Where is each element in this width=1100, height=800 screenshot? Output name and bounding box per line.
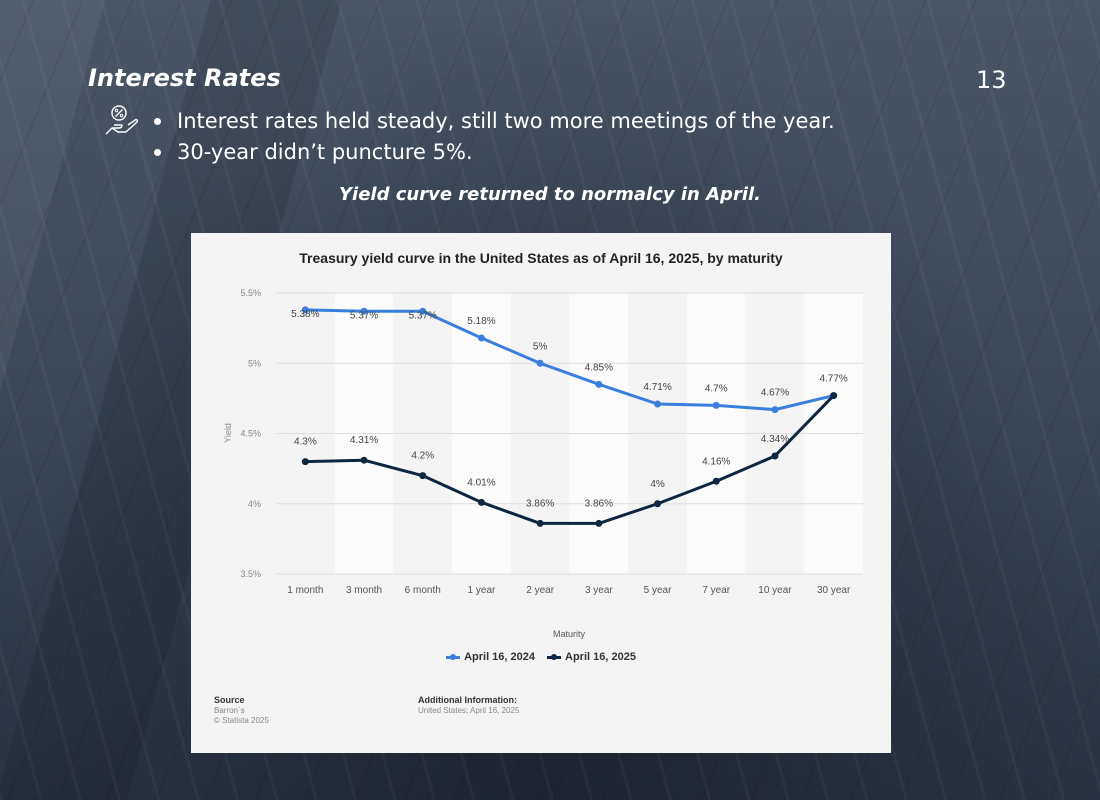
additional-info-line: United States; April 16, 2025 [418, 706, 520, 715]
series-line-1 [305, 394, 835, 525]
y-tick-label: 5.5% [240, 288, 261, 298]
data-point [712, 401, 720, 409]
source-footnote: Source Barron`s © Statista 2025 [214, 695, 269, 726]
data-point [360, 307, 368, 315]
x-tick-label: 5 year [644, 585, 672, 596]
source-line: Barron`s [214, 706, 245, 715]
data-point [360, 456, 368, 464]
source-heading: Source [214, 695, 245, 705]
additional-info-heading: Additional Information: [418, 695, 517, 705]
legend-label: April 16, 2025 [565, 651, 636, 663]
data-label: 4.7% [705, 383, 728, 394]
data-label: 4.77% [819, 374, 847, 385]
x-tick-label: 1 month [287, 585, 323, 596]
x-tick-label: 6 month [405, 585, 441, 596]
x-tick-label: 1 year [468, 585, 496, 596]
data-point [712, 477, 720, 485]
x-tick-label: 2 year [526, 585, 554, 596]
bullet-text: Interest rates held steady, still two mo… [177, 109, 835, 133]
x-tick-label: 30 year [817, 585, 851, 596]
additional-info-footnote: Additional Information: United States; A… [418, 695, 519, 716]
data-label: 4.16% [702, 456, 730, 467]
data-label: 5% [533, 341, 548, 352]
x-tick-label: 7 year [702, 585, 730, 596]
data-point [536, 359, 544, 367]
data-point [536, 519, 544, 527]
bullet-dot [154, 149, 161, 156]
data-point [419, 307, 427, 315]
y-tick-label: 4.5% [240, 429, 261, 439]
data-label: 3.86% [526, 498, 554, 509]
slide-title: Interest Rates [88, 64, 281, 92]
bullet-list: Interest rates held steady, still two mo… [152, 106, 835, 168]
data-point [654, 400, 662, 408]
x-tick-label: 10 year [758, 585, 792, 596]
data-label: 4.2% [411, 451, 434, 462]
data-point [654, 500, 662, 508]
data-label: 5.38% [291, 309, 319, 320]
legend-label: April 16, 2024 [464, 651, 535, 663]
data-label: 4.3% [294, 437, 317, 448]
x-tick-label: 3 year [585, 585, 613, 596]
data-label: 4.67% [761, 388, 789, 399]
data-point [771, 406, 779, 414]
legend-swatch-2024 [446, 653, 461, 660]
y-tick-label: 3.5% [240, 569, 261, 579]
data-label: 4.85% [585, 362, 613, 373]
data-label: 5.37% [350, 310, 378, 321]
y-tick-label: 4% [248, 499, 261, 509]
data-point [595, 380, 603, 388]
source-line: © Statista 2025 [214, 716, 269, 725]
data-label: 4.31% [350, 435, 378, 446]
data-point [301, 458, 309, 466]
data-label: 5.37% [409, 310, 437, 321]
bullet-item: 30-year didn’t puncture 5%. [152, 137, 835, 168]
data-point [830, 392, 838, 400]
bullet-text: 30-year didn’t puncture 5%. [177, 140, 473, 164]
data-label: 3.86% [585, 498, 613, 509]
x-tick-label: 3 month [346, 585, 382, 596]
data-label: 4.01% [467, 477, 495, 488]
data-point [477, 498, 485, 506]
legend-swatch-2025 [547, 653, 561, 660]
slide-subtitle: Yield curve returned to normalcy in Apri… [338, 184, 761, 205]
y-tick-label: 5% [248, 358, 261, 368]
chart-title: Treasury yield curve in the United State… [299, 250, 783, 266]
data-label: 4% [650, 479, 665, 490]
bullet-item: Interest rates held steady, still two mo… [152, 106, 835, 137]
data-point [595, 519, 603, 527]
data-label: 4.71% [643, 382, 671, 393]
page-number: 13 [976, 66, 1007, 94]
series-line-0 [305, 308, 834, 412]
data-point [477, 334, 485, 342]
chart-legend: April 16, 2024 April 16, 2025 [191, 651, 891, 663]
data-point [301, 306, 309, 314]
data-label: 5.18% [467, 316, 495, 327]
hand-percent-icon [105, 105, 139, 135]
chart-card: 3.5% 4% 4.5% 5% 5.5% 1 month 3 month 6 month 1 y… [191, 233, 891, 753]
data-point [419, 472, 427, 480]
yield-curve-chart: 3.5% 4% 4.5% 5% 5.5% 1 month 3 month 6 month 1 y… [223, 288, 863, 639]
bullet-dot [154, 118, 161, 125]
legend-item-2025[interactable]: April 16, 2025 [547, 651, 636, 663]
legend-item-2024[interactable]: April 16, 2024 [446, 651, 535, 663]
data-label: 4.34% [761, 434, 789, 445]
x-axis-title: Maturity [553, 629, 586, 639]
data-point [771, 452, 779, 460]
y-axis-title: Yield [223, 423, 233, 443]
